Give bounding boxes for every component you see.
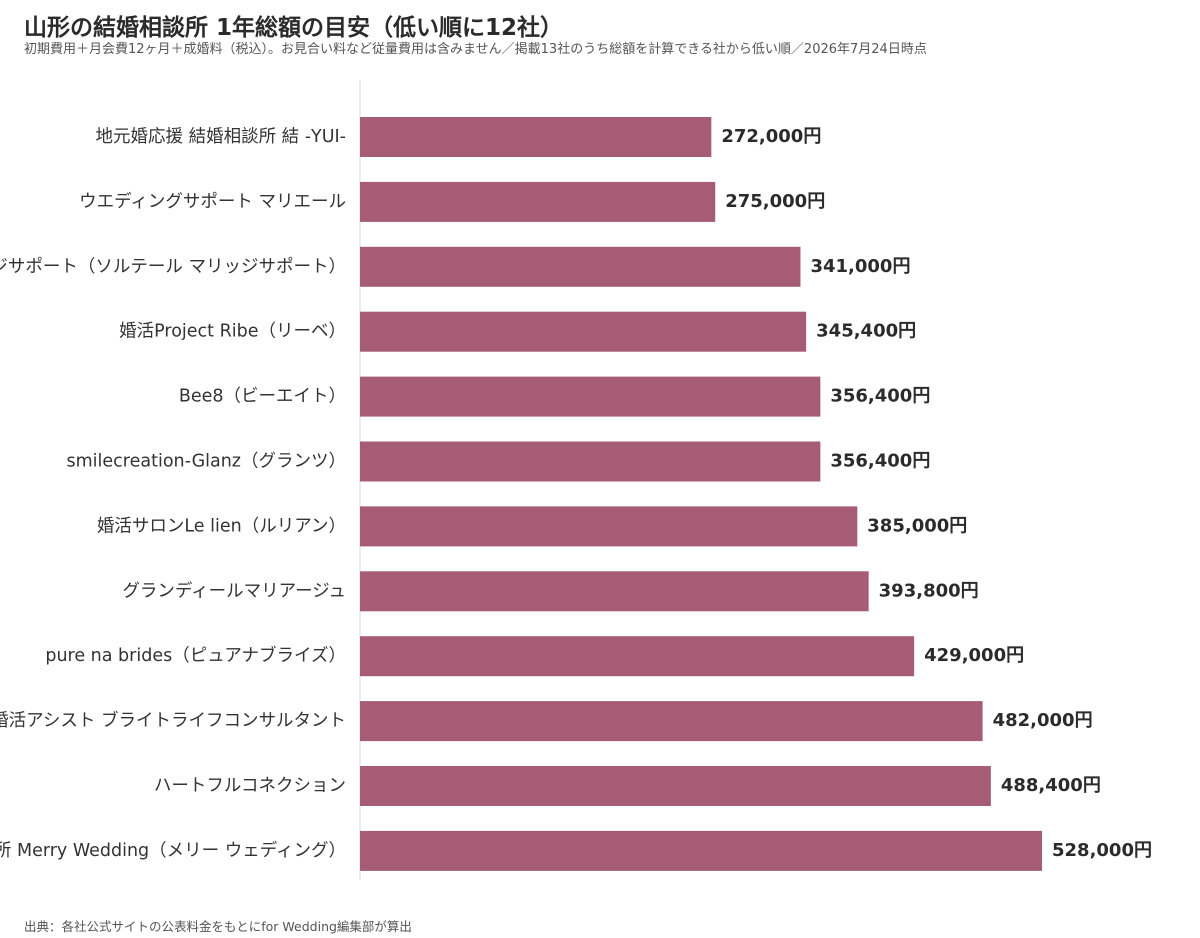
category-label: 結婚相談所 Merry Wedding（メリー ウェディング）: [0, 840, 346, 861]
bar: [360, 441, 821, 482]
value-label: 429,000円: [924, 645, 1024, 666]
bar: [360, 766, 991, 806]
bar: [360, 376, 821, 417]
value-label: 272,000円: [721, 126, 821, 147]
value-label: 356,400円: [830, 386, 930, 407]
value-label: 356,400円: [830, 451, 930, 472]
bar: [360, 506, 858, 547]
category-label: 婚活Project Ribe（リーベ）: [119, 322, 346, 342]
category-label: pure na brides（ピュアナブライズ）: [45, 645, 346, 666]
bar: [360, 181, 716, 222]
value-label: 341,000円: [810, 256, 910, 277]
bar: [360, 830, 1042, 871]
category-label: 地元婚応援 結婚相談所 結 -YUI-: [96, 127, 346, 147]
source-note: 出典：各社公式サイトの公表料金をもとにfor Wedding編集部が算出: [24, 919, 412, 934]
category-label: グランディールマリアージュ: [122, 580, 346, 601]
chart-title: 山形の結婚相談所 1年総額の目安（低い順に12社）: [24, 15, 564, 41]
value-label: 482,000円: [993, 710, 1093, 731]
category-label: ウエディングサポート マリエール: [79, 191, 346, 212]
value-label: 385,000円: [867, 515, 967, 536]
bar: [360, 311, 807, 352]
chart-subtitle: 初期費用＋月会費12ヶ月＋成婚料（税込）。お見合い料など従量費用は含みません／掲…: [24, 42, 927, 57]
bar: [360, 701, 983, 742]
category-label: マリッジサポート（ソルテール マリッジサポート）: [0, 257, 346, 277]
value-label: 275,000円: [725, 191, 825, 212]
bar: [360, 636, 915, 677]
category-label: ハートフルコネクション: [154, 776, 346, 796]
category-label: 婚活アシスト ブライトライフコンサルタント: [0, 710, 346, 731]
category-label: 婚活サロンLe lien（ルリアン）: [97, 516, 346, 536]
category-label: smilecreation-Glanz（グランツ）: [67, 452, 346, 472]
bar: [360, 571, 869, 612]
value-label: 393,800円: [879, 580, 979, 601]
bar: [360, 117, 712, 157]
bar: [360, 246, 801, 287]
value-label: 345,400円: [816, 321, 916, 342]
category-label: Bee8（ビーエイト）: [179, 387, 346, 407]
value-label: 528,000円: [1052, 840, 1152, 861]
value-label: 488,400円: [1001, 775, 1101, 796]
